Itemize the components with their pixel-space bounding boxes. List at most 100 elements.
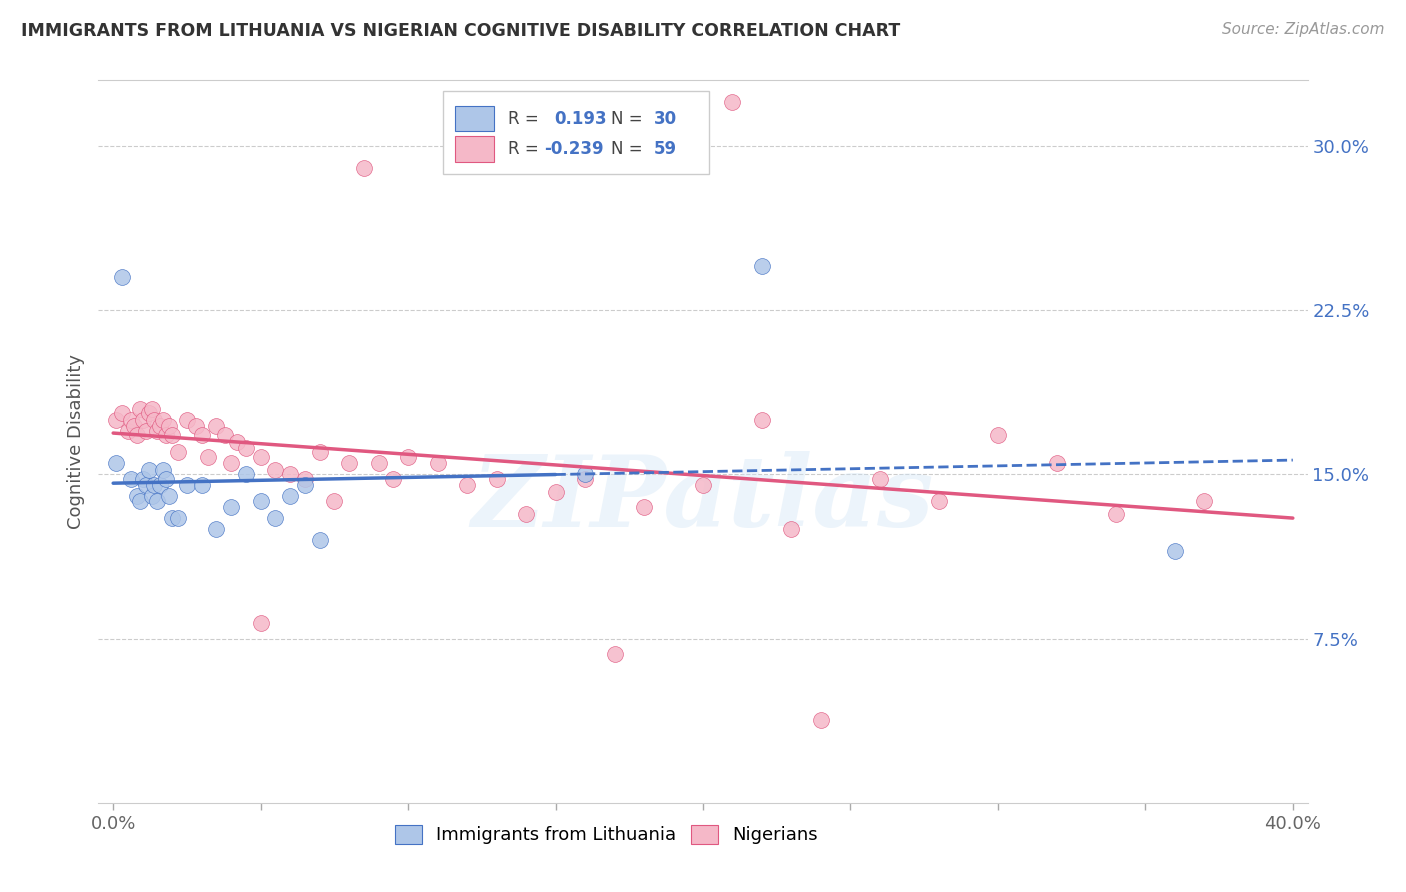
- Point: [155, 428, 177, 442]
- Point: [249, 450, 271, 464]
- Point: [396, 450, 419, 464]
- Point: [214, 428, 236, 442]
- Point: [143, 478, 166, 492]
- Point: [167, 511, 190, 525]
- Point: [603, 647, 626, 661]
- Point: [190, 478, 212, 492]
- Point: [117, 424, 139, 438]
- Point: [120, 412, 142, 426]
- FancyBboxPatch shape: [456, 106, 494, 131]
- Point: [111, 406, 134, 420]
- Text: 30: 30: [654, 110, 676, 128]
- Point: [149, 478, 172, 492]
- Point: [219, 457, 242, 471]
- Point: [323, 493, 346, 508]
- Point: [235, 467, 257, 482]
- Point: [337, 457, 360, 471]
- Point: [111, 270, 134, 285]
- Point: [485, 472, 508, 486]
- Point: [692, 478, 714, 492]
- Point: [751, 412, 773, 426]
- Point: [810, 713, 832, 727]
- Point: [294, 478, 316, 492]
- Point: [294, 472, 316, 486]
- Point: [184, 419, 207, 434]
- Point: [367, 457, 389, 471]
- Point: [135, 424, 157, 438]
- Point: [1046, 457, 1069, 471]
- Point: [308, 445, 330, 459]
- Text: 0.193: 0.193: [554, 110, 607, 128]
- Point: [157, 419, 180, 434]
- Point: [205, 419, 228, 434]
- Point: [264, 463, 287, 477]
- Point: [515, 507, 537, 521]
- Point: [308, 533, 330, 547]
- Point: [125, 489, 148, 503]
- Point: [249, 493, 271, 508]
- Point: [157, 489, 180, 503]
- Point: [105, 412, 128, 426]
- Point: [987, 428, 1010, 442]
- FancyBboxPatch shape: [456, 136, 494, 161]
- Point: [135, 478, 157, 492]
- Legend: Immigrants from Lithuania, Nigerians: Immigrants from Lithuania, Nigerians: [388, 818, 825, 852]
- Text: IMMIGRANTS FROM LITHUANIA VS NIGERIAN COGNITIVE DISABILITY CORRELATION CHART: IMMIGRANTS FROM LITHUANIA VS NIGERIAN CO…: [21, 22, 900, 40]
- Point: [780, 522, 803, 536]
- Point: [128, 401, 150, 416]
- Y-axis label: Cognitive Disability: Cognitive Disability: [66, 354, 84, 529]
- Point: [721, 95, 744, 110]
- Point: [131, 472, 153, 486]
- Point: [138, 406, 160, 420]
- Point: [219, 500, 242, 515]
- Point: [128, 493, 150, 508]
- Point: [382, 472, 405, 486]
- Point: [152, 463, 174, 477]
- Text: Source: ZipAtlas.com: Source: ZipAtlas.com: [1222, 22, 1385, 37]
- Point: [928, 493, 950, 508]
- Point: [122, 419, 145, 434]
- Point: [149, 419, 172, 434]
- Text: ZIPatlas: ZIPatlas: [472, 451, 934, 548]
- Point: [152, 412, 174, 426]
- Point: [205, 522, 228, 536]
- Text: 59: 59: [654, 140, 676, 158]
- Point: [155, 472, 177, 486]
- Point: [426, 457, 449, 471]
- Point: [141, 489, 163, 503]
- Point: [1194, 493, 1216, 508]
- Point: [131, 412, 153, 426]
- Point: [125, 428, 148, 442]
- Point: [160, 511, 183, 525]
- Point: [1164, 544, 1187, 558]
- Text: N =: N =: [612, 140, 648, 158]
- Point: [146, 424, 169, 438]
- Point: [143, 412, 166, 426]
- Point: [176, 478, 198, 492]
- Point: [190, 428, 212, 442]
- Point: [264, 511, 287, 525]
- Point: [1105, 507, 1128, 521]
- Point: [353, 161, 375, 175]
- Point: [278, 489, 301, 503]
- Point: [226, 434, 249, 449]
- Point: [141, 401, 163, 416]
- Point: [176, 412, 198, 426]
- Point: [235, 441, 257, 455]
- Point: [574, 472, 596, 486]
- Point: [633, 500, 655, 515]
- Point: [456, 478, 478, 492]
- FancyBboxPatch shape: [443, 91, 709, 174]
- Point: [105, 457, 128, 471]
- Point: [544, 484, 567, 499]
- Point: [120, 472, 142, 486]
- Point: [574, 467, 596, 482]
- Text: N =: N =: [612, 110, 648, 128]
- Text: R =: R =: [509, 140, 544, 158]
- Point: [249, 616, 271, 631]
- Point: [160, 428, 183, 442]
- Point: [197, 450, 219, 464]
- Point: [869, 472, 891, 486]
- Point: [138, 463, 160, 477]
- Point: [167, 445, 190, 459]
